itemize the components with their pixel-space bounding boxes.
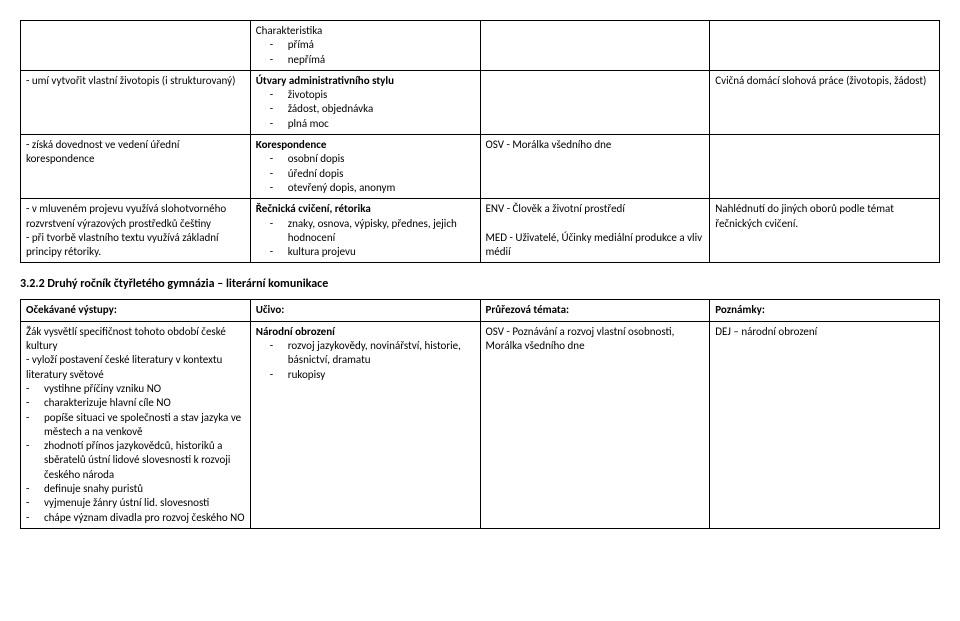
list-item: popíše situaci ve společnosti a stav jaz… [44,411,245,440]
list-item: vystihne příčiny vzniku NO [44,382,245,396]
cell-header: Charakteristika [256,24,475,38]
cell: - umí vytvořit vlastní životopis (i stru… [21,70,251,134]
table-row: - získá dovednost ve vedení úřední kores… [21,135,940,199]
column-header: Poznámky: [710,300,940,321]
cell: Korespondence osobní dopis úřední dopis … [250,135,480,199]
curriculum-table-2: Očekávané výstupy: Učivo: Průřezová téma… [20,299,940,528]
bullet-list: přímá nepřímá [256,38,475,67]
cell [480,70,710,134]
list-item: životopis [288,88,475,102]
column-header: Očekávané výstupy: [21,300,251,321]
list-item: kultura projevu [288,245,475,259]
cell: Žák vysvětlí specifičnost tohoto období … [21,321,251,528]
cell-header: Řečnická cvičení, rétorika [256,202,475,216]
cell-text: Nahlédnutí do jiných oborů podle témat ř… [715,202,934,231]
list-item: přímá [288,38,475,52]
cell: Charakteristika přímá nepřímá [250,21,480,71]
list-item: úřední dopis [288,167,475,181]
bullet-list: vystihne příčiny vzniku NO charakterizuj… [26,382,245,525]
cell: OSV - Morálka všedního dne [480,135,710,199]
cell-text: - v mluveném projevu využívá slohotvorné… [26,202,245,231]
bullet-list: rozvoj jazykovědy, novinářství, historie… [256,339,475,382]
cell-text: DEJ – národní obrození [715,325,934,339]
list-item: znaky, osnova, výpisky, přednes, jejich … [288,217,475,246]
cell [480,21,710,71]
bullet-list: osobní dopis úřední dopis otevřený dopis… [256,152,475,195]
column-header: Učivo: [250,300,480,321]
cell: Cvičná domácí slohová práce (životopis, … [710,70,940,134]
list-item: zhodnotí přínos jazykovědců, historiků a… [44,439,245,482]
table-row: Žák vysvětlí specifičnost tohoto období … [21,321,940,528]
cell-text: - získá dovednost ve vedení úřední kores… [26,138,245,167]
cell-text: Žák vysvětlí specifičnost tohoto období … [26,325,245,354]
cell-text [486,217,705,231]
cell: Národní obrození rozvoj jazykovědy, novi… [250,321,480,528]
cell: Útvary administrativního stylu životopis… [250,70,480,134]
cell-text: - umí vytvořit vlastní životopis (i stru… [26,74,245,88]
cell [21,21,251,71]
column-header: Průřezová témata: [480,300,710,321]
list-item: plná moc [288,117,475,131]
cell-text: OSV - Morálka všedního dne [486,138,705,152]
cell [710,135,940,199]
cell-text: MED - Uživatelé, Účinky mediální produkc… [486,231,705,260]
list-item: definuje snahy puristů [44,482,245,496]
cell: - získá dovednost ve vedení úřední kores… [21,135,251,199]
section-heading: 3.2.2 Druhý ročník čtyřletého gymnázia –… [20,277,940,291]
cell-text: Cvičná domácí slohová práce (životopis, … [715,74,934,88]
cell-text: - při tvorbě vlastního textu využívá zák… [26,231,245,260]
cell-text: OSV - Poznávání a rozvoj vlastní osobnos… [486,325,705,354]
list-item: rozvoj jazykovědy, novinářství, historie… [288,339,475,368]
table-row: - umí vytvořit vlastní životopis (i stru… [21,70,940,134]
list-item: vyjmenuje žánry ústní lid. slovesnosti [44,496,245,510]
list-item: rukopisy [288,368,475,382]
cell: Řečnická cvičení, rétorika znaky, osnova… [250,199,480,263]
bullet-list: životopis žádost, objednávka plná moc [256,88,475,131]
list-item: osobní dopis [288,152,475,166]
list-item: chápe význam divadla pro rozvoj českého … [44,511,245,525]
table-row: - v mluveném projevu využívá slohotvorné… [21,199,940,263]
cell: OSV - Poznávání a rozvoj vlastní osobnos… [480,321,710,528]
list-item: otevřený dopis, anonym [288,181,475,195]
table-header-row: Očekávané výstupy: Učivo: Průřezová téma… [21,300,940,321]
cell: ENV - Člověk a životní prostředí MED - U… [480,199,710,263]
list-item: žádost, objednávka [288,102,475,116]
cell-header: Útvary administrativního stylu [256,74,475,88]
cell: - v mluveném projevu využívá slohotvorné… [21,199,251,263]
cell: DEJ – národní obrození [710,321,940,528]
curriculum-table-1: Charakteristika přímá nepřímá - umí vytv… [20,20,940,263]
bullet-list: znaky, osnova, výpisky, přednes, jejich … [256,217,475,260]
cell-header: Národní obrození [256,325,475,339]
cell-text: ENV - Člověk a životní prostředí [486,202,705,216]
cell: Nahlédnutí do jiných oborů podle témat ř… [710,199,940,263]
table-row: Charakteristika přímá nepřímá [21,21,940,71]
cell-header: Korespondence [256,138,475,152]
cell [710,21,940,71]
cell-text: - vyloží postavení české literatury v ko… [26,353,245,382]
list-item: charakterizuje hlavní cíle NO [44,396,245,410]
list-item: nepřímá [288,53,475,67]
